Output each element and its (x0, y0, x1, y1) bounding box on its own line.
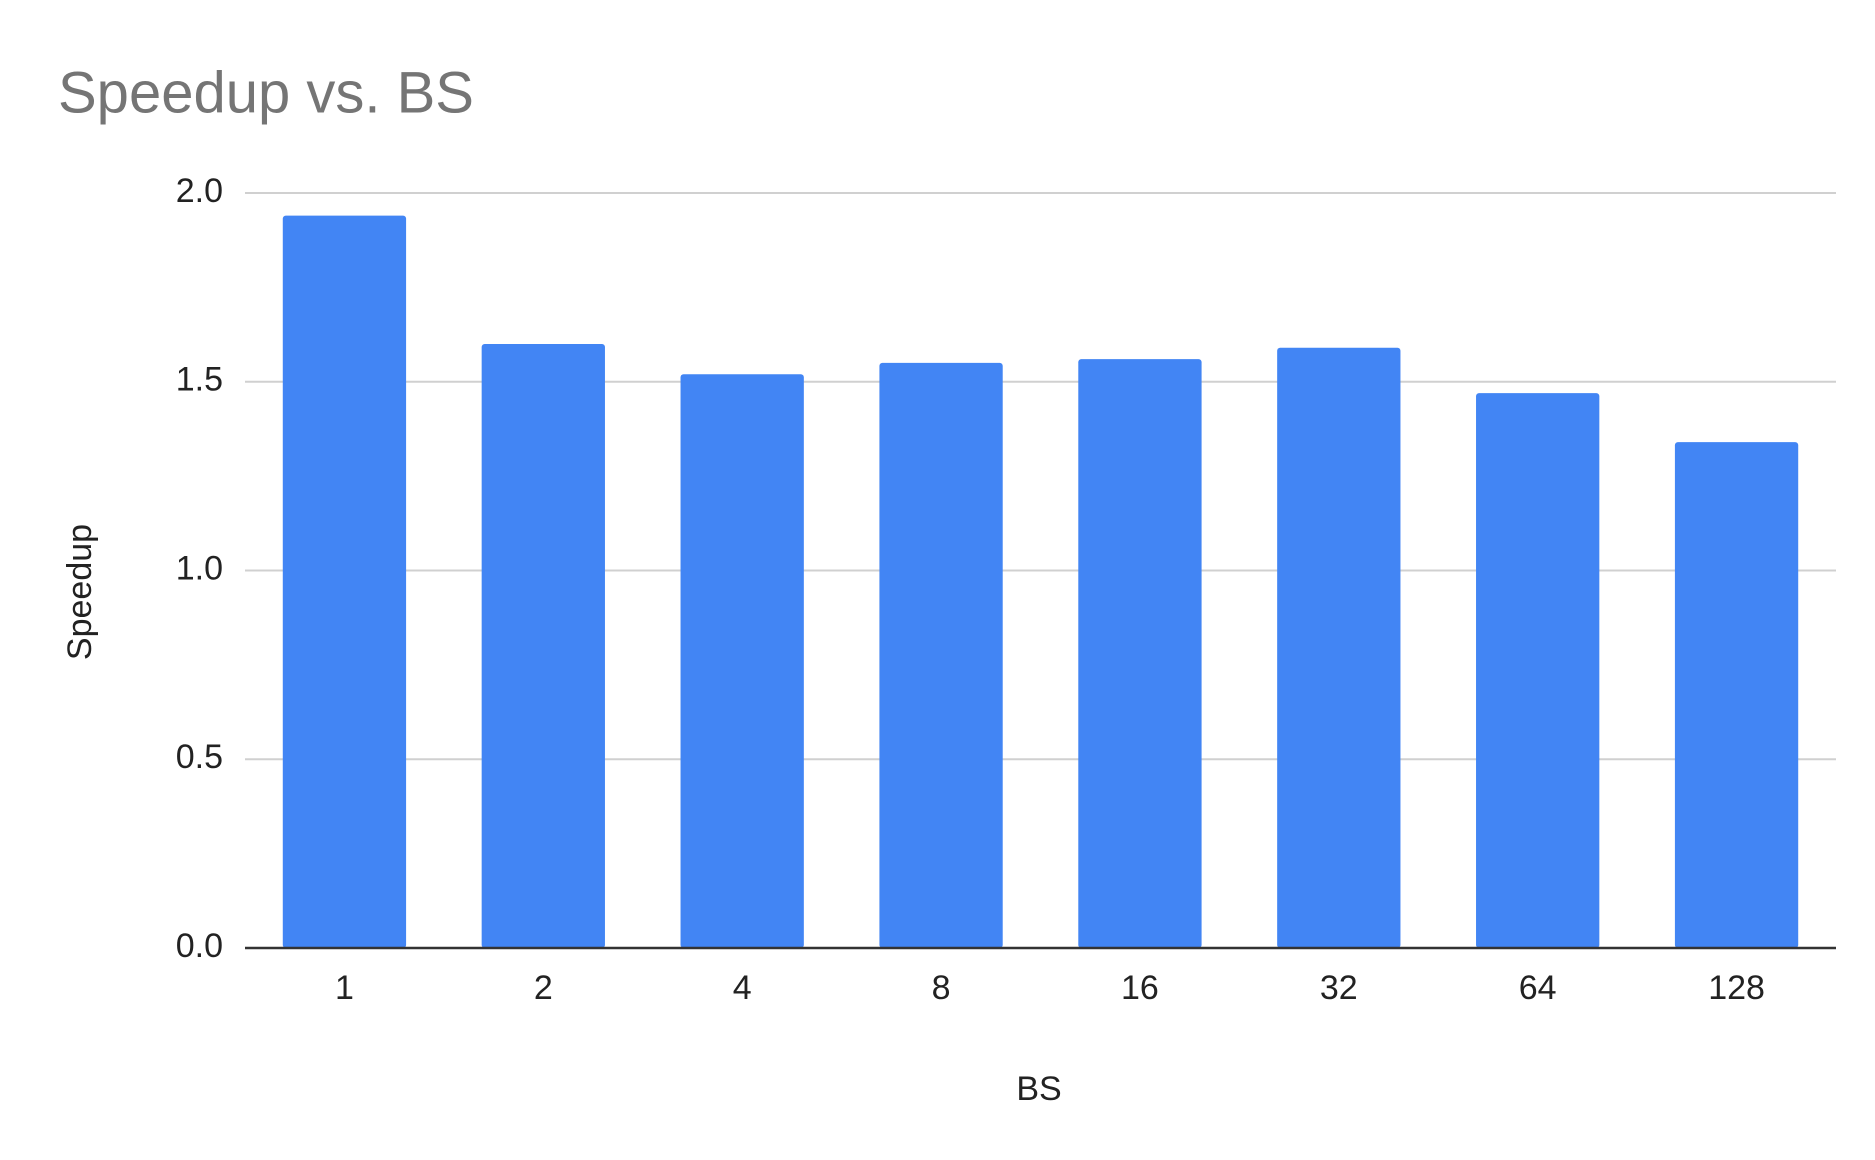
y-tick-label: 1.5 (176, 361, 223, 399)
x-tick-label: 2 (534, 969, 553, 1007)
y-axis-label: Speedup (61, 524, 99, 660)
x-tick-label: 4 (733, 969, 752, 1007)
bar (879, 362, 1003, 948)
bar (1277, 347, 1401, 948)
bar (282, 215, 407, 948)
x-tick-label: 128 (1708, 969, 1765, 1007)
bar (1674, 442, 1799, 948)
bar (1476, 393, 1600, 948)
x-axis-label: BS (1016, 1070, 1061, 1108)
x-tick-label: 64 (1519, 969, 1557, 1007)
x-tick-label: 8 (932, 969, 951, 1007)
x-tick-label: 1 (335, 969, 354, 1007)
chart-title: Speedup vs. BS (58, 60, 474, 125)
bar (481, 344, 605, 948)
y-tick-label: 0.5 (176, 738, 223, 776)
x-tick-label: 16 (1121, 969, 1159, 1007)
bar (1078, 359, 1202, 949)
y-tick-label: 1.0 (176, 549, 223, 587)
y-tick-label: 0.0 (176, 927, 223, 965)
x-tick-label: 32 (1320, 969, 1358, 1007)
y-tick-label: 2.0 (176, 172, 223, 210)
bar (680, 374, 804, 948)
